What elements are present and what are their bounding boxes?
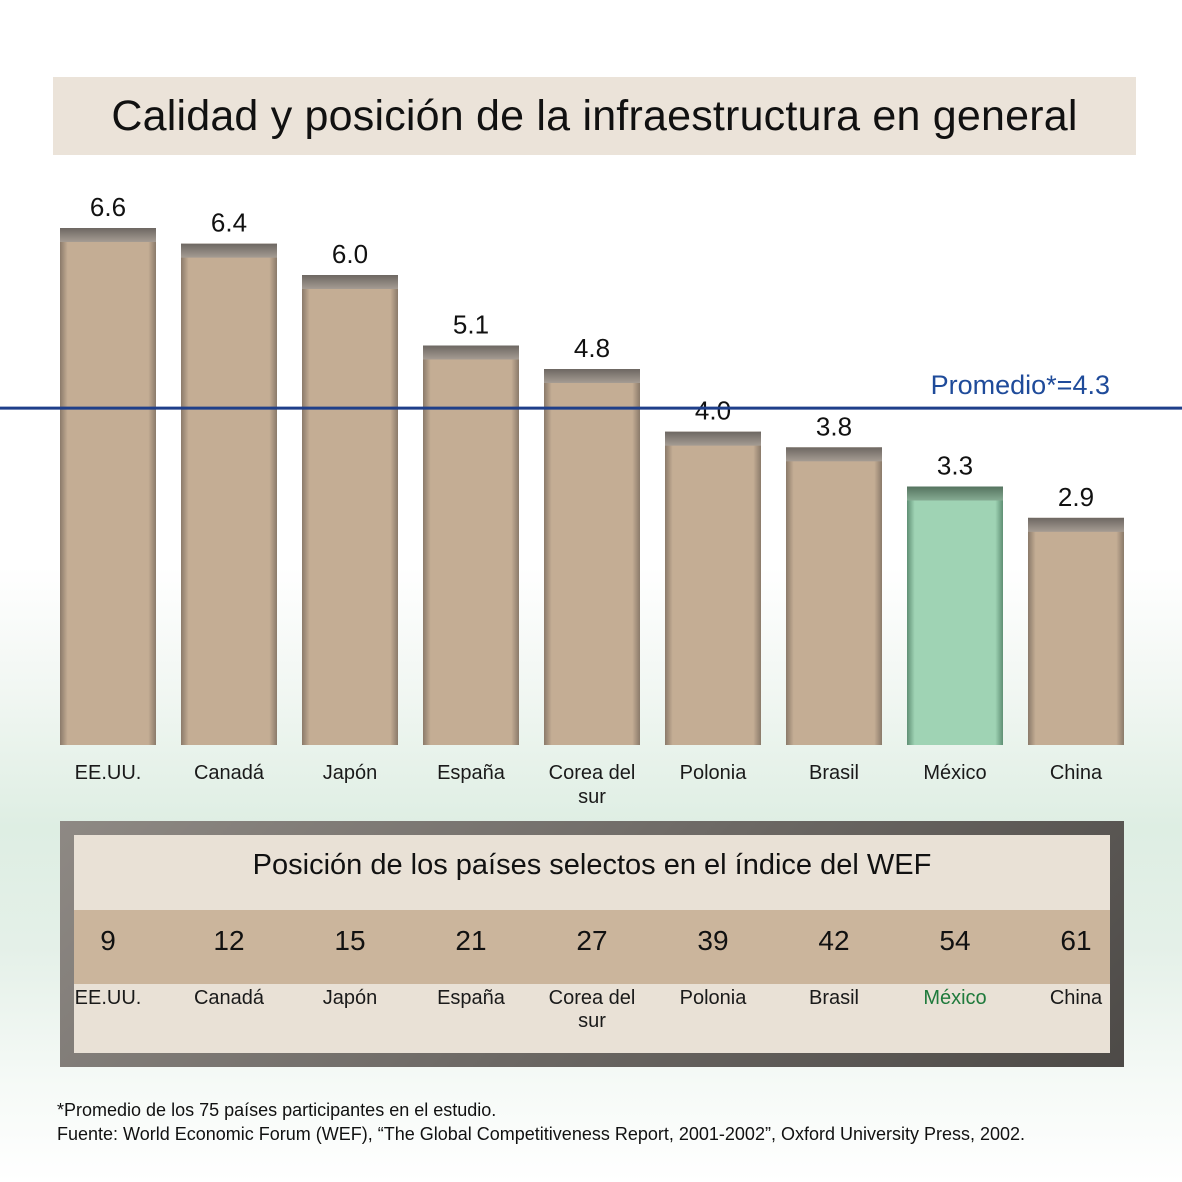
category-label: Polonia — [680, 762, 748, 784]
bar-value-label: 6.6 — [90, 192, 126, 222]
bar-value-label: 6.4 — [211, 208, 247, 238]
rank-number: 15 — [334, 925, 366, 956]
category-label: Japón — [323, 762, 378, 784]
rank-number: 39 — [697, 925, 729, 956]
rank-number: 21 — [455, 925, 487, 956]
rank-number: 61 — [1060, 925, 1092, 956]
ranking-title: Posición de los países selectos en el ín… — [252, 849, 932, 881]
category-label: Corea del — [549, 762, 636, 784]
rank-country-label: China — [1016, 987, 1136, 1010]
rank-country-line: México — [923, 987, 987, 1009]
bar-value-label: 4.0 — [695, 396, 731, 426]
bar-cap — [665, 431, 761, 446]
ranking-inner: Posición de los países selectos en el ín… — [74, 835, 1110, 1053]
ranking-strip — [74, 910, 1110, 984]
rank-country-line: España — [437, 987, 505, 1009]
rank-number: 9 — [100, 925, 116, 956]
average-footnote: *Promedio de los 75 países participantes… — [57, 1100, 497, 1120]
bar-value-label: 3.3 — [937, 451, 973, 481]
category-label: México — [923, 762, 986, 784]
ranking-panel: Posición de los países selectos en el ín… — [60, 821, 1124, 1067]
rank-country-label: Canadá — [169, 987, 289, 1010]
category-label: sur — [578, 786, 606, 808]
rank-country-label: México — [895, 987, 1015, 1010]
rank-country-line: EE.UU. — [74, 987, 142, 1009]
rank-country-line: Polonia — [679, 987, 747, 1009]
rank-country-line: sur — [578, 1010, 606, 1032]
bar-cap — [302, 275, 398, 289]
rank-country-label: Brasil — [774, 987, 894, 1010]
chart-title-box: Calidad y posición de la infraestructura… — [53, 77, 1136, 155]
rank-country-label: Polonia — [653, 987, 773, 1010]
bar-value-label: 6.0 — [332, 239, 368, 269]
rank-country-line: Corea del — [548, 987, 636, 1009]
bar-canad- — [181, 243, 277, 745]
bar-jap-n — [302, 275, 398, 745]
bar-value-label: 2.9 — [1058, 482, 1094, 512]
category-label: España — [437, 762, 506, 784]
bar-cap — [907, 486, 1003, 501]
bar-value-label: 5.1 — [453, 310, 489, 340]
rank-number: 54 — [939, 925, 971, 956]
category-label: EE.UU. — [75, 762, 142, 784]
bar-cap — [181, 243, 277, 258]
bar-value-label: 4.8 — [574, 333, 610, 363]
chart-title: Calidad y posición de la infraestructura… — [111, 91, 1078, 140]
bar-espa-a — [423, 345, 519, 745]
bar-chart: 6.6 EE.UU. 6.4 Canadá 6.0 Japón 5.1 España 4.8 Co… — [0, 192, 1182, 808]
rank-country-label: Corea del sur — [532, 987, 652, 1033]
rank-number: 12 — [213, 925, 245, 956]
rank-number: 42 — [818, 925, 850, 956]
footnotes: *Promedio de los 75 países participantes… — [57, 1098, 1025, 1146]
bar-cap — [544, 369, 640, 383]
bar-cap — [60, 228, 156, 242]
rank-number: 27 — [576, 925, 608, 956]
rank-country-line: Canadá — [193, 987, 265, 1009]
bar-cap — [1028, 517, 1124, 532]
rank-country-line: Brasil — [808, 987, 859, 1009]
bar-m-xico — [907, 486, 1003, 745]
rank-country-line: Japón — [322, 987, 378, 1009]
rank-country-label: Japón — [290, 987, 410, 1010]
bar-ee-uu- — [60, 228, 156, 745]
bar-cap — [423, 345, 519, 360]
bar-polonia — [665, 431, 761, 745]
bar-corea-del-sur — [544, 369, 640, 745]
category-label: China — [1050, 762, 1103, 784]
source-footnote: Fuente: World Economic Forum (WEF), “The… — [57, 1124, 1026, 1144]
rank-country-label: EE.UU. — [48, 987, 168, 1010]
bar-china — [1028, 517, 1124, 745]
bar-cap — [786, 447, 882, 462]
rank-country-line: China — [1049, 987, 1103, 1009]
bar-brasil — [786, 447, 882, 745]
rank-country-label: España — [411, 987, 531, 1010]
bar-value-label: 3.8 — [816, 411, 852, 441]
category-label: Brasil — [809, 762, 859, 784]
average-label: Promedio*=4.3 — [931, 370, 1110, 400]
category-label: Canadá — [194, 762, 265, 784]
